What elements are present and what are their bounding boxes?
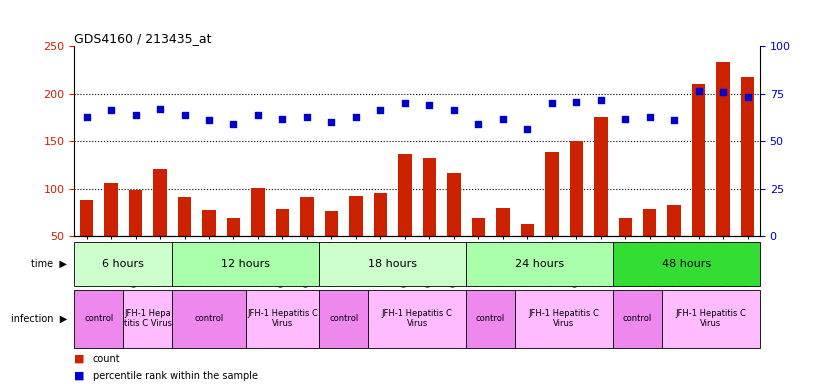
- Point: [301, 114, 314, 121]
- Bar: [472, 218, 485, 236]
- Bar: [619, 218, 632, 236]
- Bar: [545, 152, 558, 236]
- Bar: [246, 290, 319, 348]
- Point: [129, 111, 142, 118]
- Point: [349, 114, 363, 121]
- Bar: [202, 210, 216, 236]
- Bar: [447, 174, 461, 236]
- Text: GDS4160 / 213435_at: GDS4160 / 213435_at: [74, 32, 211, 45]
- Bar: [662, 290, 760, 348]
- Bar: [319, 242, 466, 286]
- Point: [447, 107, 460, 113]
- Point: [594, 97, 607, 103]
- Bar: [227, 218, 240, 236]
- Point: [545, 100, 558, 106]
- Bar: [123, 290, 173, 348]
- Bar: [173, 290, 246, 348]
- Point: [154, 106, 167, 112]
- Point: [692, 88, 705, 94]
- Bar: [80, 200, 93, 236]
- Point: [496, 116, 510, 122]
- Text: count: count: [93, 354, 120, 364]
- Point: [667, 117, 681, 123]
- Bar: [570, 141, 583, 236]
- Point: [619, 116, 632, 122]
- Point: [741, 94, 754, 101]
- Bar: [466, 242, 613, 286]
- Point: [717, 89, 730, 95]
- Bar: [276, 209, 289, 236]
- Point: [276, 116, 289, 122]
- Bar: [74, 242, 173, 286]
- Text: control: control: [194, 314, 224, 323]
- Point: [374, 107, 387, 113]
- Text: JFH-1 Hepa
titis C Virus: JFH-1 Hepa titis C Virus: [124, 309, 172, 328]
- Bar: [716, 62, 730, 236]
- Text: control: control: [476, 314, 506, 323]
- Text: 24 hours: 24 hours: [515, 259, 564, 269]
- Text: infection  ▶: infection ▶: [11, 314, 67, 324]
- Bar: [325, 212, 338, 236]
- Text: time  ▶: time ▶: [31, 259, 67, 269]
- Bar: [594, 118, 607, 236]
- Bar: [520, 224, 534, 236]
- Point: [251, 111, 264, 118]
- Bar: [398, 154, 411, 236]
- Point: [227, 121, 240, 127]
- Bar: [643, 209, 657, 236]
- Point: [202, 117, 216, 123]
- Bar: [423, 158, 436, 236]
- Text: ■: ■: [74, 371, 85, 381]
- Point: [472, 121, 485, 127]
- Text: 12 hours: 12 hours: [221, 259, 270, 269]
- Bar: [319, 290, 368, 348]
- Bar: [368, 290, 466, 348]
- Text: control: control: [623, 314, 652, 323]
- Bar: [178, 197, 192, 236]
- Bar: [741, 78, 754, 236]
- Text: 6 hours: 6 hours: [102, 259, 145, 269]
- Point: [398, 100, 411, 106]
- Bar: [613, 290, 662, 348]
- Text: ■: ■: [74, 354, 85, 364]
- Bar: [173, 242, 319, 286]
- Bar: [496, 208, 510, 236]
- Bar: [300, 197, 314, 236]
- Point: [423, 102, 436, 108]
- Point: [520, 126, 534, 132]
- Bar: [613, 242, 760, 286]
- Bar: [667, 205, 681, 236]
- Bar: [129, 190, 142, 236]
- Bar: [349, 196, 363, 236]
- Point: [80, 114, 93, 121]
- Text: JFH-1 Hepatitis C
Virus: JFH-1 Hepatitis C Virus: [247, 309, 318, 328]
- Point: [178, 111, 191, 118]
- Text: control: control: [84, 314, 113, 323]
- Text: control: control: [329, 314, 358, 323]
- Point: [643, 114, 657, 121]
- Point: [325, 119, 338, 125]
- Bar: [104, 183, 118, 236]
- Text: percentile rank within the sample: percentile rank within the sample: [93, 371, 258, 381]
- Bar: [251, 188, 264, 236]
- Text: JFH-1 Hepatitis C
Virus: JFH-1 Hepatitis C Virus: [676, 309, 747, 328]
- Text: 18 hours: 18 hours: [368, 259, 417, 269]
- Bar: [154, 169, 167, 236]
- Point: [570, 99, 583, 105]
- Text: 48 hours: 48 hours: [662, 259, 711, 269]
- Text: JFH-1 Hepatitis C
Virus: JFH-1 Hepatitis C Virus: [382, 309, 453, 328]
- Bar: [466, 290, 515, 348]
- Point: [104, 107, 117, 113]
- Bar: [74, 290, 123, 348]
- Text: JFH-1 Hepatitis C
Virus: JFH-1 Hepatitis C Virus: [529, 309, 600, 328]
- Bar: [373, 194, 387, 236]
- Bar: [692, 84, 705, 236]
- Bar: [515, 290, 613, 348]
